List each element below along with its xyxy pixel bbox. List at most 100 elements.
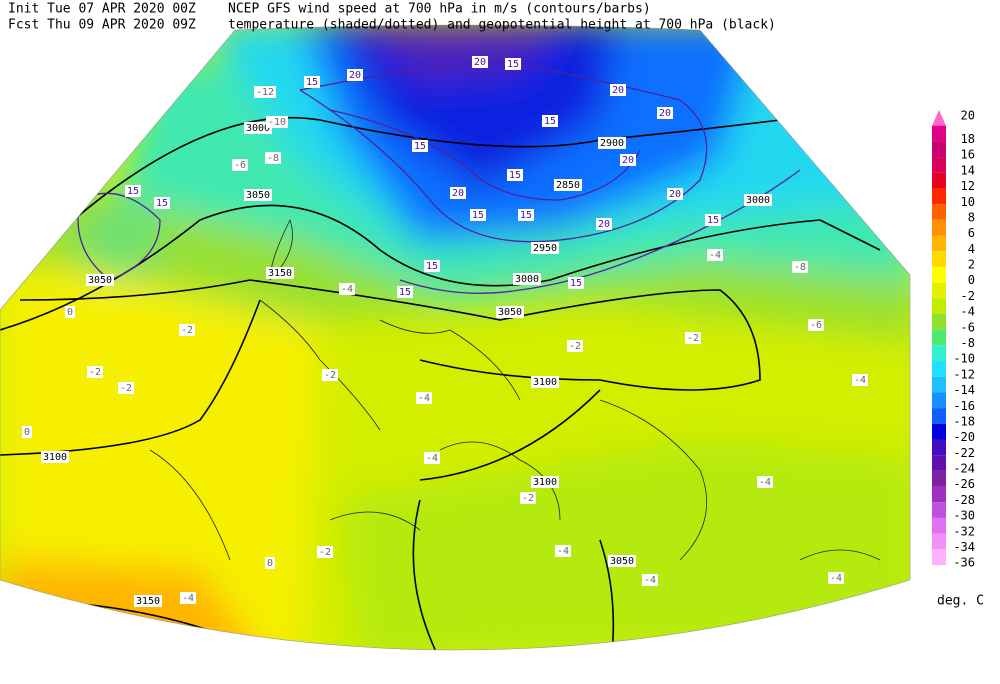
map-frame [0, 24, 911, 651]
colorbar: 20181614121086420-2-4-6-8-10-12-14-16-18… [932, 109, 975, 570]
map-field: 3000 3050 3050 3150 3100 3150 3100 3100 3050 3000… [0, 25, 910, 650]
colorbar-swatch [932, 455, 946, 471]
colorbar-swatch [932, 502, 946, 518]
colorbar-swatch [932, 298, 946, 314]
colorbar-swatch [932, 282, 946, 299]
colorbar-swatch [932, 141, 946, 158]
colorbar-label: 2 [968, 258, 975, 272]
height-label: 3100 [533, 477, 557, 488]
height-label: 2950 [533, 243, 557, 254]
colorbar-swatch [932, 172, 946, 189]
temperature-label: -4 [418, 393, 430, 404]
colorbar-swatch [932, 219, 946, 236]
wind-label: 15 [520, 210, 532, 221]
height-label: 3150 [136, 596, 160, 607]
temperature-label: -4 [644, 575, 656, 586]
temperature-label: -4 [709, 250, 721, 261]
wind-label: 20 [474, 57, 486, 68]
colorbar-swatch [932, 157, 946, 173]
temperature-label: -4 [854, 375, 866, 386]
wind-label: 15 [507, 59, 519, 70]
label-box [757, 476, 773, 488]
label-box [513, 273, 541, 285]
colorbar-label: -30 [953, 509, 975, 523]
label-box [424, 452, 440, 464]
colorbar-swatch [932, 313, 946, 330]
label-box [472, 56, 488, 68]
label-box [179, 324, 195, 336]
colorbar-label: -2 [961, 289, 975, 303]
label-box [424, 260, 440, 272]
label-box [65, 306, 75, 318]
colorbar-label: -20 [953, 430, 975, 444]
temperature-label: -2 [522, 493, 534, 504]
label-box [555, 545, 571, 557]
temperature-label: -2 [89, 367, 101, 378]
colorbar-label: 10 [961, 195, 975, 209]
label-box [118, 382, 134, 394]
temperature-label: -8 [267, 153, 279, 164]
label-box [642, 574, 658, 586]
colorbar-swatch [932, 439, 946, 456]
colorbar-swatch [932, 361, 946, 377]
label-box [412, 140, 428, 152]
colorbar-label: -14 [953, 383, 975, 397]
borders [149, 218, 881, 561]
forecast-time: Fcst Thu 09 APR 2020 09Z [8, 18, 196, 33]
wind-label: 15 [399, 287, 411, 298]
label-box [41, 451, 69, 463]
label-box [610, 84, 626, 96]
colorbar-label: 16 [961, 148, 975, 162]
label-box [339, 283, 355, 295]
label-box [154, 197, 170, 209]
label-box [531, 476, 559, 488]
wind-label: 20 [659, 108, 671, 119]
colorbar-swatch [932, 251, 946, 267]
label-box [125, 185, 141, 197]
label-box [347, 69, 363, 81]
label-box [450, 187, 466, 199]
height-label: 2900 [600, 138, 624, 149]
wind-label: 15 [414, 141, 426, 152]
wind-label: 20 [598, 219, 610, 230]
wind-label: 20 [452, 188, 464, 199]
colorbar-arrow [932, 110, 946, 126]
colorbar-label: -22 [953, 446, 975, 460]
wind-label: 15 [127, 186, 139, 197]
colorbar-label: -26 [953, 477, 975, 491]
label-box [567, 340, 583, 352]
wind-label: 20 [612, 85, 624, 96]
height-label: 3100 [43, 452, 67, 463]
label-box [244, 122, 272, 134]
colorbar-label: -10 [953, 352, 975, 366]
label-box [180, 592, 196, 604]
temperature-label: -2 [319, 547, 331, 558]
colorbar-swatch [932, 392, 946, 409]
height-label: 3000 [246, 123, 270, 134]
colorbar-swatch [932, 188, 946, 205]
temperature-label: -2 [569, 341, 581, 352]
label-box [531, 242, 559, 254]
label-box [685, 332, 701, 344]
colorbar-label: -6 [961, 320, 975, 334]
label-box [416, 392, 432, 404]
colorbar-label: 14 [961, 163, 975, 177]
colorbar-swatch [932, 533, 946, 550]
label-box [705, 214, 721, 226]
wind-label: 15 [306, 77, 318, 88]
label-box [397, 286, 413, 298]
colorbar-label: -24 [953, 462, 975, 476]
label-box [265, 152, 281, 164]
label-box [554, 179, 582, 191]
label-box [470, 209, 486, 221]
label-box [0, 592, 16, 604]
colorbar-swatch [932, 408, 946, 424]
colorbar-label: 12 [961, 179, 975, 193]
colorbar-swatch [932, 329, 946, 346]
label-box [531, 376, 559, 388]
colorbar-label: -36 [953, 556, 975, 570]
temperature-label: 0 [67, 307, 73, 318]
colorbar-label: -34 [953, 540, 975, 554]
label-box [507, 169, 523, 181]
temperature-label: -4 [830, 573, 842, 584]
